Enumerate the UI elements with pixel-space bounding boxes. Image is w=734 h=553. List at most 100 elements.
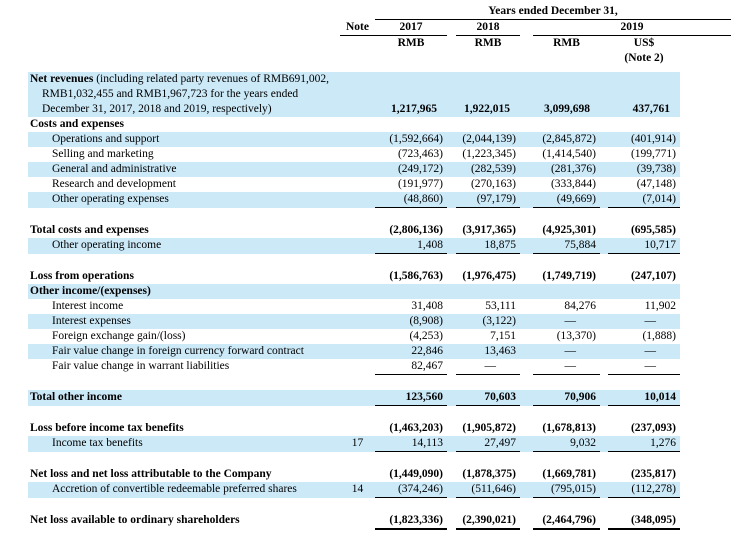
- cell-note: [340, 117, 375, 132]
- cell-note: [340, 359, 375, 375]
- row-label: Total other income: [30, 391, 122, 403]
- table-row: Interest expenses (8,908) (3,122) — —: [28, 314, 680, 329]
- cell-2017-rmb: 22,846: [411, 345, 443, 357]
- cell-2018-rmb: (511,646): [456, 482, 520, 498]
- cell-2017-rmb: 82,467: [375, 359, 447, 375]
- table-row: Total other income 123,560 70,603 70,906 10,…: [28, 390, 680, 406]
- cell-2017-rmb: (249,172): [397, 163, 443, 175]
- cell-2018-rmb: [456, 284, 520, 299]
- row-label: Interest expenses: [52, 315, 131, 327]
- cell-2019-rmb: (2,464,796): [533, 513, 600, 530]
- cell-2017-rmb: 123,560: [375, 390, 447, 406]
- cell-2018-rmb: 70,603: [456, 390, 520, 406]
- cell-2019-rmb: (1,678,813): [542, 422, 596, 434]
- table-row: Foreign exchange gain/(loss) (4,253) 7,151…: [28, 329, 680, 344]
- cell-2019-usd: (112,278): [608, 482, 680, 498]
- year-2018-header: 2018: [456, 20, 520, 36]
- table-row: Selling and marketing (723,463) (1,223,345…: [28, 147, 680, 162]
- cell-note: [340, 192, 375, 208]
- cell-2019-usd: (348,095): [608, 513, 680, 530]
- cell-2017-rmb: 1,408: [375, 238, 447, 254]
- currency-2018-header: RMB: [474, 37, 502, 49]
- cell-2019-rmb: 75,884: [533, 238, 600, 254]
- note2-header: (Note 2): [624, 52, 664, 64]
- cell-2019-usd: (401,914): [630, 133, 676, 145]
- year-2019-header: 2019: [533, 20, 731, 36]
- table-row: Fair value change in foreign currency fo…: [28, 344, 680, 359]
- cell-2018-rmb: 27,497: [456, 436, 520, 452]
- cell-2017-rmb: (1,592,664): [389, 133, 443, 145]
- cell-2017-rmb: (374,246): [375, 482, 447, 498]
- row-label: Operations and support: [52, 133, 160, 145]
- table-header: Years ended December 31, Note 2017 2018 …: [28, 4, 734, 66]
- cell-2018-rmb: (2,044,139): [462, 133, 516, 145]
- header-spacer: [375, 51, 447, 66]
- table-row: Net loss available to ordinary sharehold…: [28, 513, 680, 530]
- row-label: Fair value change in warrant liabilities: [52, 360, 230, 372]
- row-label: Fair value change in foreign currency fo…: [52, 345, 304, 357]
- cell-2017-rmb: (1,823,336): [375, 513, 447, 530]
- cell-2019-usd: [608, 284, 680, 299]
- cell-2019-rmb: (1,749,719): [542, 270, 596, 282]
- table-row: Other operating expenses (48,860) (97,179)…: [28, 192, 680, 208]
- cell-2018-rmb: (1,878,375): [462, 468, 516, 480]
- table-row: Total costs and expenses (2,806,136) (3,91…: [28, 223, 680, 238]
- row-label: Other income/(expenses): [30, 285, 151, 297]
- cell-2018-rmb: 18,875: [456, 238, 520, 254]
- cell-2019-usd: (695,585): [630, 224, 676, 236]
- cell-note: [340, 162, 375, 177]
- cell-note: [340, 344, 375, 359]
- cell-2019-usd: 11,902: [644, 300, 676, 312]
- cell-2019-usd: (47,148): [636, 178, 676, 190]
- row-label: Costs and expenses: [30, 118, 124, 130]
- cell-2017-rmb: [375, 117, 447, 132]
- row-label: Loss from operations: [30, 270, 134, 282]
- cell-2019-rmb: —: [564, 345, 577, 357]
- cell-2019-rmb: [533, 117, 600, 132]
- cell-2018-rmb: 1,922,015: [464, 103, 510, 115]
- currency-2017-header: RMB: [397, 37, 425, 49]
- cell-note: [340, 132, 375, 147]
- currency-2019-usd-header: US$: [633, 37, 655, 49]
- cell-note: [340, 329, 375, 344]
- header-spacer: [456, 51, 520, 66]
- cell-2019-usd: —: [644, 315, 657, 327]
- table-row: Loss before income tax benefits (1,463,20…: [28, 421, 680, 436]
- cell-note: 17: [351, 437, 364, 449]
- cell-2019-rmb: (1,669,781): [542, 468, 596, 480]
- row-label: Accretion of convertible redeemable pref…: [52, 483, 297, 495]
- cell-2019-usd: (237,093): [630, 422, 676, 434]
- cell-2018-rmb: 13,463: [484, 345, 516, 357]
- row-label: Loss before income tax benefits: [30, 422, 184, 434]
- table-row: Interest income 31,408 53,111 84,276 11,902: [28, 299, 680, 314]
- cell-2017-rmb: (1,463,203): [389, 422, 443, 434]
- cell-note: [340, 421, 375, 436]
- cell-2019-rmb: (1,414,540): [542, 148, 596, 160]
- header-spacer: [340, 36, 375, 51]
- cell-2019-rmb: 9,032: [533, 436, 600, 452]
- table-row: Net revenues (including related party re…: [28, 72, 680, 117]
- year-2017-header: 2017: [375, 20, 447, 36]
- cell-2019-usd: —: [644, 345, 657, 357]
- table-row: Income tax benefits 17 14,113 27,497 9,032 1,…: [28, 436, 680, 452]
- table-row: Accretion of convertible redeemable pref…: [28, 482, 680, 498]
- cell-2019-usd: 437,761: [632, 103, 670, 115]
- header-spacer: [533, 51, 600, 66]
- cell-2019-rmb: —: [533, 359, 600, 375]
- row-label: Net revenues (including related party re…: [30, 73, 330, 115]
- header-spacer: [28, 20, 340, 36]
- currency-2019-rmb-header: RMB: [553, 37, 580, 49]
- table-row: Net loss and net loss attributable to th…: [28, 467, 680, 482]
- note-column-header: Note: [340, 20, 375, 36]
- cell-2018-rmb: (282,539): [470, 163, 516, 175]
- cell-2019-rmb: 70,906: [533, 390, 600, 406]
- cell-2017-rmb: (191,977): [397, 178, 443, 190]
- cell-2018-rmb: —: [456, 359, 520, 375]
- statement-rows: Net revenues (including related party re…: [28, 72, 734, 530]
- row-label: Selling and marketing: [52, 148, 154, 160]
- cell-2019-rmb: (333,844): [550, 178, 596, 190]
- cell-2018-rmb: 53,111: [485, 300, 516, 312]
- cell-note: [340, 467, 375, 482]
- cell-2017-rmb: (4,253): [409, 330, 443, 342]
